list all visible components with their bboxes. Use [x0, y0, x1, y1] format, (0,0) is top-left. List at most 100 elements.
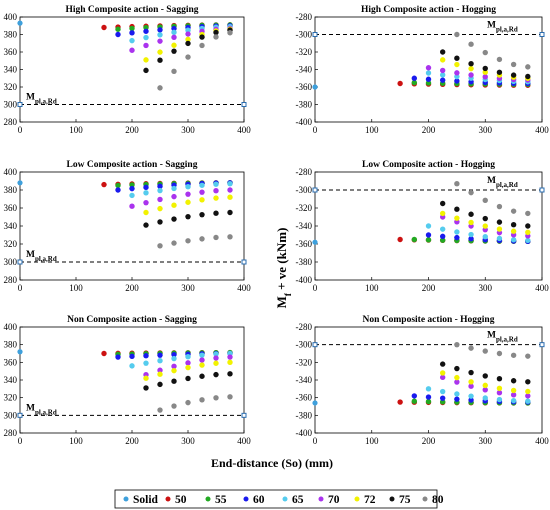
panel-3: Low Composite action - Sagging0 100 200 300… [4, 160, 252, 293]
point-series-75 [454, 366, 459, 371]
y-tick-label: -380 [296, 410, 313, 420]
point-series-70 [213, 188, 218, 193]
point-series-70 [171, 194, 176, 199]
point-series-60 [454, 235, 459, 240]
panel-title: Low Composite action - Hogging [362, 160, 495, 170]
y-tick-label: 360 [4, 47, 18, 57]
mplard-main: M [487, 331, 496, 341]
point-series-80 [171, 403, 176, 408]
y-tick-label: -320 [296, 357, 313, 367]
point-series-80 [157, 407, 162, 412]
point-series-75 [185, 376, 190, 381]
x-tick-label: 400 [535, 125, 549, 135]
point-series-72 [227, 195, 232, 200]
panel-5: Non Composite action - Sagging0 100 200 300… [4, 315, 252, 446]
y-axis-label-main: M [274, 296, 289, 308]
point-solid [312, 84, 317, 89]
y-tick-label: -400 [296, 275, 313, 285]
point-series-60 [129, 354, 134, 359]
x-tick-label: 200 [422, 125, 436, 135]
reference-marker-right [540, 188, 544, 192]
x-tick-label: 100 [365, 283, 379, 293]
y-tick-label: -360 [296, 393, 313, 403]
point-series-80 [468, 345, 473, 350]
reference-marker-right [242, 413, 246, 417]
mplard-main: M [487, 176, 496, 186]
legend-label-75: 75 [399, 494, 411, 506]
point-series-72 [171, 43, 176, 48]
plot-frame [20, 327, 244, 433]
point-series-65 [468, 232, 473, 237]
point-series-70 [143, 43, 148, 48]
point-series-72 [143, 210, 148, 215]
y-tick-label: -320 [296, 203, 313, 213]
point-series-75 [227, 371, 232, 376]
point-series-65 [143, 360, 148, 365]
point-series-60 [115, 32, 120, 37]
point-series-65 [199, 183, 204, 188]
point-series-80 [454, 32, 459, 37]
point-series-75 [185, 41, 190, 46]
point-series-72 [468, 220, 473, 225]
point-series-60 [157, 352, 162, 357]
point-series-65 [213, 182, 218, 187]
mplard-sub: pl,a,Rd [35, 408, 57, 416]
point-series-65 [129, 193, 134, 198]
point-series-75 [454, 55, 459, 60]
y-tick-label: 400 [4, 322, 18, 332]
x-tick-label: 300 [181, 125, 195, 135]
point-series-70 [157, 197, 162, 202]
point-solid [312, 240, 317, 245]
point-series-60 [115, 187, 120, 192]
point-series-65 [483, 234, 488, 239]
point-series-65 [185, 354, 190, 359]
point-series-80 [483, 198, 488, 203]
point-series-70 [440, 68, 445, 73]
point-series-72 [511, 388, 516, 393]
legend-marker-55 [206, 497, 211, 502]
point-series-72 [157, 49, 162, 54]
point-series-72 [454, 215, 459, 220]
reference-marker-right [540, 33, 544, 37]
point-series-65 [497, 236, 502, 241]
point-series-60 [115, 354, 120, 359]
x-tick-label: 0 [313, 436, 318, 446]
legend-marker-70 [319, 497, 324, 502]
point-series-75 [227, 210, 232, 215]
point-series-75 [171, 48, 176, 53]
point-series-72 [171, 368, 176, 373]
point-series-60 [143, 29, 148, 34]
x-axis-label: End-distance (So) (mm) [211, 456, 333, 470]
point-series-75 [497, 70, 502, 75]
point-series-75 [143, 385, 148, 390]
point-series-50 [397, 81, 402, 86]
point-series-72 [143, 57, 148, 62]
y-tick-label: 380 [4, 185, 18, 195]
point-series-65 [171, 186, 176, 191]
point-series-80 [227, 234, 232, 239]
point-series-75 [483, 66, 488, 71]
point-series-75 [440, 361, 445, 366]
legend-marker-65 [283, 497, 288, 502]
point-series-70 [454, 70, 459, 75]
point-series-65 [525, 399, 530, 404]
point-series-60 [426, 77, 431, 82]
panel-4: Low Composite action - Hogging0 100 200 300… [296, 160, 550, 293]
point-series-80 [185, 238, 190, 243]
point-series-75 [440, 49, 445, 54]
point-series-60 [440, 77, 445, 82]
legend-label-60: 60 [253, 494, 265, 506]
x-tick-label: 400 [535, 436, 549, 446]
reference-marker-right [242, 260, 246, 264]
y-tick-label: -340 [296, 65, 313, 75]
point-series-72 [468, 379, 473, 384]
y-tick-label: -360 [296, 239, 313, 249]
legend-label-70: 70 [328, 494, 340, 506]
point-series-65 [454, 391, 459, 396]
point-series-65 [143, 190, 148, 195]
point-series-80 [511, 62, 516, 67]
point-series-75 [157, 57, 162, 62]
point-series-80 [157, 243, 162, 248]
panels: High Composite action - Sagging0 100 200 30… [4, 5, 550, 446]
point-series-80 [227, 30, 232, 35]
